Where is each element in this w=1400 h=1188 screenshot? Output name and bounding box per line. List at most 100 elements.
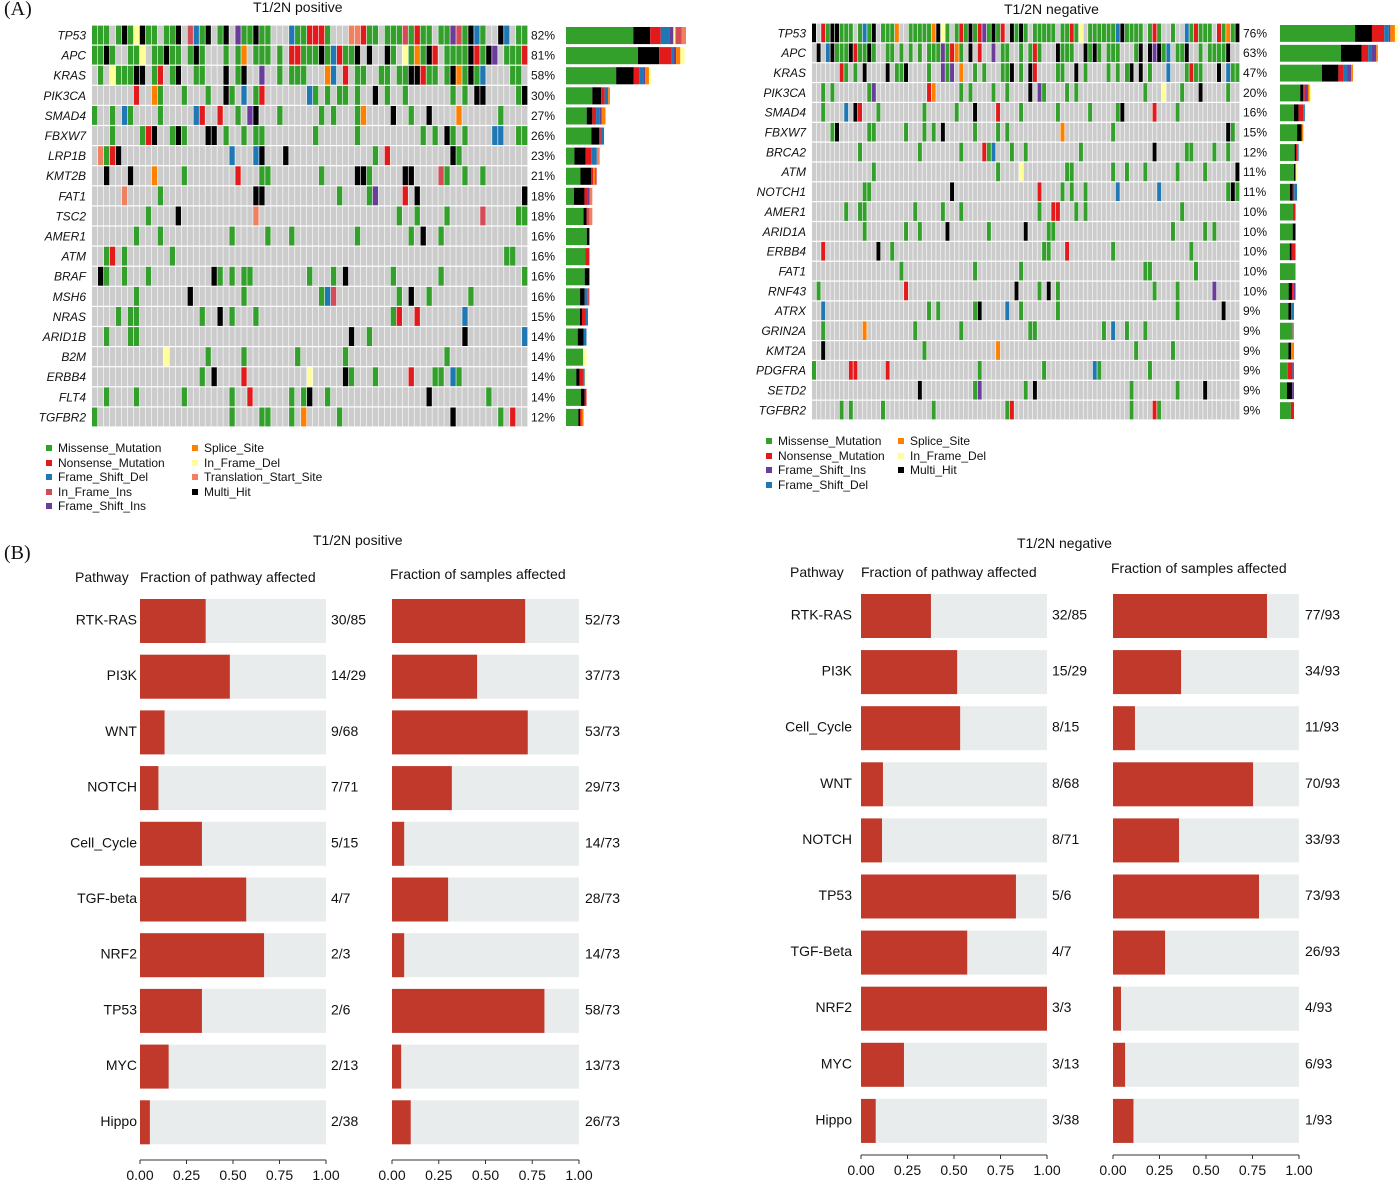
wildtype-cell bbox=[241, 246, 247, 266]
wildtype-cell bbox=[1193, 83, 1198, 102]
mutation-cell bbox=[1106, 43, 1111, 63]
mutation-cell bbox=[1065, 43, 1070, 63]
wildtype-cell bbox=[1037, 63, 1042, 82]
gene-pct-PIK3CA: 30% bbox=[531, 89, 555, 103]
wildtype-cell bbox=[390, 126, 396, 145]
mutation-cell bbox=[312, 25, 319, 45]
wildtype-cell bbox=[853, 23, 858, 43]
wildtype-cell bbox=[193, 206, 199, 226]
wildtype-cell bbox=[205, 106, 211, 125]
mutation-cell bbox=[871, 43, 876, 63]
legend-item: In_Frame_Ins bbox=[46, 485, 132, 500]
side-bar-segment bbox=[585, 308, 588, 326]
wildtype-cell bbox=[181, 65, 187, 85]
wildtype-cell bbox=[1216, 321, 1221, 340]
wildtype-cell bbox=[295, 286, 301, 306]
mutation-cell bbox=[318, 166, 325, 186]
wildtype-cell bbox=[504, 387, 510, 407]
wildtype-cell bbox=[867, 63, 872, 82]
mutation-cell bbox=[510, 65, 516, 85]
side-bar-segment bbox=[583, 328, 587, 346]
wildtype-cell bbox=[1207, 83, 1212, 102]
wildtype-cell bbox=[103, 367, 110, 387]
mutation-cell bbox=[1106, 23, 1111, 43]
wildtype-cell bbox=[163, 186, 170, 206]
wildtype-cell bbox=[1019, 182, 1024, 202]
wildtype-cell bbox=[899, 361, 904, 380]
wildtype-cell bbox=[372, 347, 379, 367]
wildtype-cell bbox=[414, 166, 420, 186]
wildtype-cell bbox=[922, 321, 927, 340]
sample-count: 53/73 bbox=[585, 723, 620, 739]
wildtype-cell bbox=[444, 286, 450, 306]
wildtype-cell bbox=[1235, 241, 1240, 261]
wildtype-cell bbox=[408, 387, 414, 407]
pathway-bar bbox=[861, 818, 883, 863]
wildtype-cell bbox=[283, 327, 289, 346]
wildtype-cell bbox=[1189, 103, 1194, 122]
wildtype-cell bbox=[372, 246, 379, 266]
wildtype-cell bbox=[462, 146, 468, 166]
wildtype-cell bbox=[169, 166, 176, 186]
wildtype-cell bbox=[977, 222, 982, 241]
mutation-cell bbox=[1065, 241, 1070, 261]
mutation-cell bbox=[354, 106, 361, 125]
wildtype-cell bbox=[432, 347, 438, 367]
wildtype-cell bbox=[1092, 241, 1097, 261]
wildtype-cell bbox=[486, 286, 492, 306]
mutation-cell bbox=[336, 186, 343, 206]
wildtype-cell bbox=[145, 65, 152, 85]
mutation-cell bbox=[899, 43, 904, 63]
wildtype-cell bbox=[283, 186, 289, 206]
wildtype-cell bbox=[922, 162, 927, 182]
mutation-cell bbox=[848, 43, 853, 63]
wildtype-cell bbox=[235, 206, 241, 226]
side-bar-segment bbox=[1280, 283, 1289, 300]
mutation-cell bbox=[103, 266, 110, 286]
wildtype-cell bbox=[127, 266, 134, 286]
wildtype-cell bbox=[1046, 122, 1051, 142]
wildtype-cell bbox=[163, 206, 170, 226]
wildtype-cell bbox=[1221, 361, 1226, 380]
mutation-cell bbox=[133, 286, 140, 306]
wildtype-cell bbox=[1065, 63, 1070, 82]
wildtype-cell bbox=[1046, 103, 1051, 122]
side-bar-segment bbox=[577, 328, 584, 346]
sample-bar bbox=[392, 710, 528, 755]
wildtype-cell bbox=[480, 286, 486, 306]
mutation-cell bbox=[876, 241, 881, 261]
wildtype-cell bbox=[996, 301, 1001, 321]
wildtype-cell bbox=[1157, 63, 1162, 82]
wildtype-cell bbox=[996, 83, 1001, 102]
wildtype-cell bbox=[885, 202, 890, 221]
wildtype-cell bbox=[991, 202, 996, 221]
mutation-cell bbox=[1028, 43, 1033, 63]
wildtype-cell bbox=[295, 85, 301, 105]
gene-pct-AMER1: 16% bbox=[531, 229, 555, 243]
gene-label-KRAS: KRAS bbox=[773, 66, 806, 80]
side-bar-segment bbox=[601, 107, 606, 125]
wildtype-cell bbox=[1069, 103, 1074, 122]
mutation-cell bbox=[486, 387, 492, 407]
wildtype-cell bbox=[187, 226, 193, 246]
side-bar-segment bbox=[1292, 382, 1294, 400]
wildtype-cell bbox=[1184, 281, 1189, 301]
wildtype-cell bbox=[1129, 142, 1134, 162]
mutation-cell bbox=[456, 367, 462, 387]
wildtype-cell bbox=[438, 347, 444, 367]
wildtype-cell bbox=[217, 146, 223, 166]
mutation-cell bbox=[115, 25, 122, 45]
gene-label-NOTCH1: NOTCH1 bbox=[757, 185, 806, 199]
side-bar-segment bbox=[1293, 163, 1296, 181]
wildtype-cell bbox=[931, 261, 936, 281]
wildtype-cell bbox=[1074, 122, 1079, 142]
side-bar-segment bbox=[1347, 64, 1352, 82]
wildtype-cell bbox=[1014, 103, 1019, 122]
wildtype-cell bbox=[103, 206, 110, 226]
mutation-cell bbox=[890, 23, 895, 43]
wildtype-cell bbox=[991, 162, 996, 182]
mutation-cell bbox=[1157, 182, 1162, 202]
wildtype-cell bbox=[1221, 281, 1226, 301]
wildtype-cell bbox=[1051, 43, 1056, 63]
side-bar-segment bbox=[584, 187, 588, 205]
